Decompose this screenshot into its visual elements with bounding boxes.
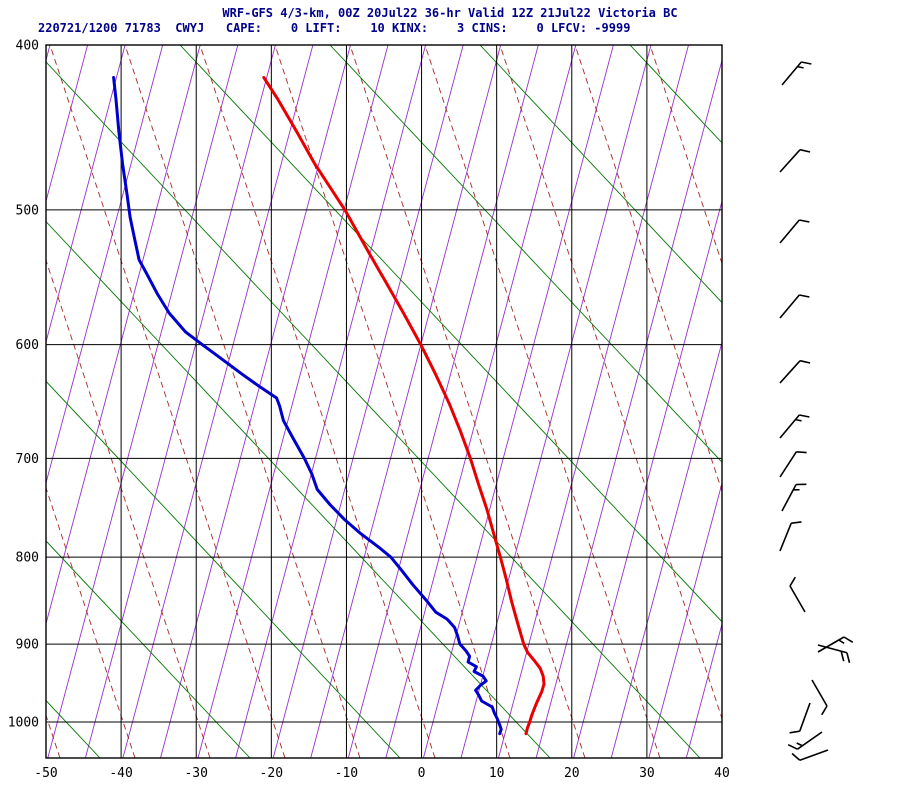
background-reference-lines bbox=[46, 45, 722, 758]
temperature-tick-label: -30 bbox=[184, 766, 207, 781]
temperature-tick-label: 20 bbox=[564, 766, 580, 781]
wind-barb bbox=[779, 451, 807, 478]
wind-barb bbox=[781, 61, 812, 86]
pressure-tick-label: 500 bbox=[16, 203, 39, 218]
pressure-tick-label: 900 bbox=[16, 638, 39, 653]
skewed-isotherm-lines bbox=[46, 45, 722, 758]
pressure-tick-label: 400 bbox=[16, 39, 39, 54]
wind-barb bbox=[817, 644, 851, 663]
temperature-tick-label: -20 bbox=[260, 766, 283, 781]
chart-title: WRF-GFS 4/3-km, 00Z 20Jul22 36-hr Valid … bbox=[222, 6, 678, 20]
plot-border bbox=[45, 44, 723, 759]
dewpoint-trace bbox=[112, 76, 503, 736]
wind-barb bbox=[817, 636, 854, 653]
temperature-tick-label: 10 bbox=[489, 766, 505, 781]
chart-metrics-line: 220721/1200 71783 CWYJ CAPE: 0 LIFT: 10 … bbox=[38, 21, 631, 35]
pressure-tick-label: 600 bbox=[16, 338, 39, 353]
temperature-tick-label: 30 bbox=[639, 766, 655, 781]
wind-barb bbox=[781, 483, 807, 512]
wind-barb bbox=[779, 359, 811, 384]
temperature-tick-label: -10 bbox=[335, 766, 358, 781]
temperature-tick-label: -50 bbox=[34, 766, 57, 781]
pressure-tick-label: 1000 bbox=[8, 716, 39, 731]
pressure-temperature-grid bbox=[45, 44, 723, 759]
temperature-trace bbox=[262, 76, 546, 736]
wind-barb bbox=[789, 702, 811, 734]
wind-barb bbox=[789, 576, 806, 613]
pressure-tick-label: 700 bbox=[16, 452, 39, 467]
temperature-tick-label: 0 bbox=[418, 766, 426, 781]
wind-barb bbox=[779, 219, 810, 244]
wind-barb bbox=[811, 679, 828, 716]
temperature-tick-label: 40 bbox=[714, 766, 730, 781]
wind-barb bbox=[779, 521, 802, 552]
wind-barb bbox=[779, 148, 811, 173]
wind-barb-column bbox=[779, 61, 854, 762]
temperature-tick-label: -40 bbox=[109, 766, 132, 781]
wind-barb bbox=[779, 294, 810, 319]
dry-adiabat-lines bbox=[46, 45, 722, 758]
wind-barb bbox=[779, 414, 810, 439]
wind-barb bbox=[787, 731, 823, 750]
axis-labels: 400 500 600 700 800 900 1000 -50 -40 -30 -20 -10 0 10… bbox=[8, 39, 730, 782]
pressure-tick-label: 800 bbox=[16, 551, 39, 566]
wind-barb bbox=[791, 749, 829, 762]
